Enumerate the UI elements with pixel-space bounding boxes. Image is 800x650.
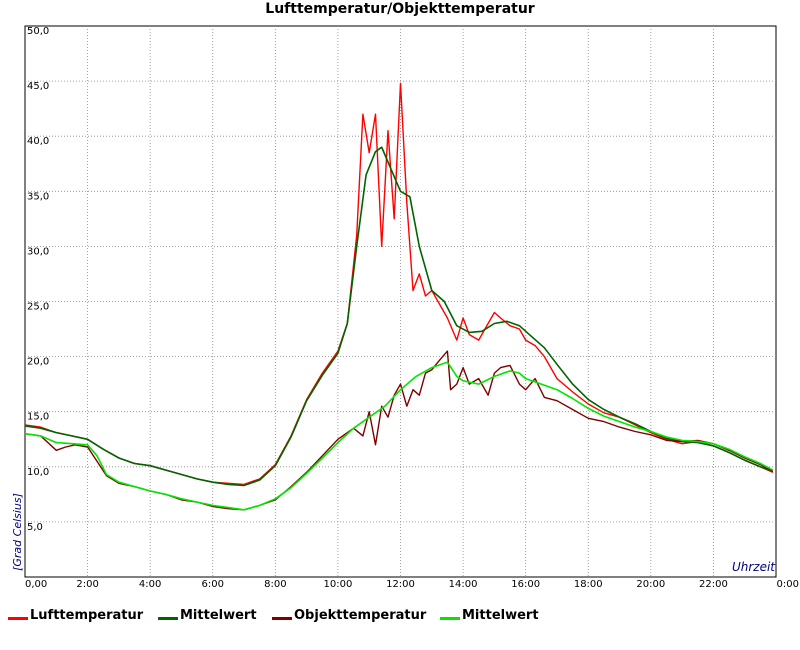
x-tick-label: 10:00	[324, 579, 353, 590]
y-tick-label: 40,0	[27, 136, 49, 147]
x-tick-label: 6:00	[202, 579, 224, 590]
x-tick-label: 0,00	[25, 579, 47, 590]
series-lines	[24, 82, 774, 511]
x-tick-label: 4:00	[139, 579, 161, 590]
x-tick-label: 18:00	[574, 579, 603, 590]
y-tick-label: 45,0	[27, 81, 49, 92]
legend-swatch	[272, 617, 292, 620]
x-tick-label: 8:00	[264, 579, 286, 590]
x-tick-label: 14:00	[449, 579, 478, 590]
y-tick-label: 50,0	[27, 26, 49, 37]
legend-swatch	[8, 617, 28, 620]
x-axis-label: Uhrzeit	[731, 560, 775, 574]
x-tick-label: 22:00	[699, 579, 728, 590]
series-mittelwert-objekt	[24, 361, 774, 511]
y-tick-label: 5,0	[27, 522, 43, 533]
tick-labels: 5,0 10,0 15,0 20,0 25,0 30,0 35,0 40,0 45,0 50,0 0…	[25, 26, 799, 590]
y-tick-label: 30,0	[27, 246, 49, 257]
legend-swatch	[158, 617, 178, 620]
y-tick-label: 10,0	[27, 467, 49, 478]
x-tick-label: 12:00	[386, 579, 415, 590]
y-tick-label: 20,0	[27, 357, 49, 368]
legend-label: Lufttemperatur	[30, 608, 144, 623]
legend-label: Objekttemperatur	[294, 608, 427, 623]
y-axis-label: [Grad Celsius]	[11, 493, 24, 571]
x-tick-label: 0:00	[777, 579, 799, 590]
legend-swatch	[440, 617, 460, 620]
chart-title: Lufttemperatur/Objekttemperatur	[265, 1, 535, 17]
x-tick-label: 20:00	[636, 579, 665, 590]
legend-label: Mittelwert	[462, 608, 539, 623]
y-tick-label: 35,0	[27, 191, 49, 202]
x-tick-label: 16:00	[511, 579, 540, 590]
y-tick-label: 25,0	[27, 302, 49, 313]
x-tick-label: 2:00	[76, 579, 98, 590]
series-mittelwert-luft	[24, 146, 774, 487]
y-tick-label: 15,0	[27, 412, 49, 423]
legend-label: Mittelwert	[180, 608, 257, 623]
